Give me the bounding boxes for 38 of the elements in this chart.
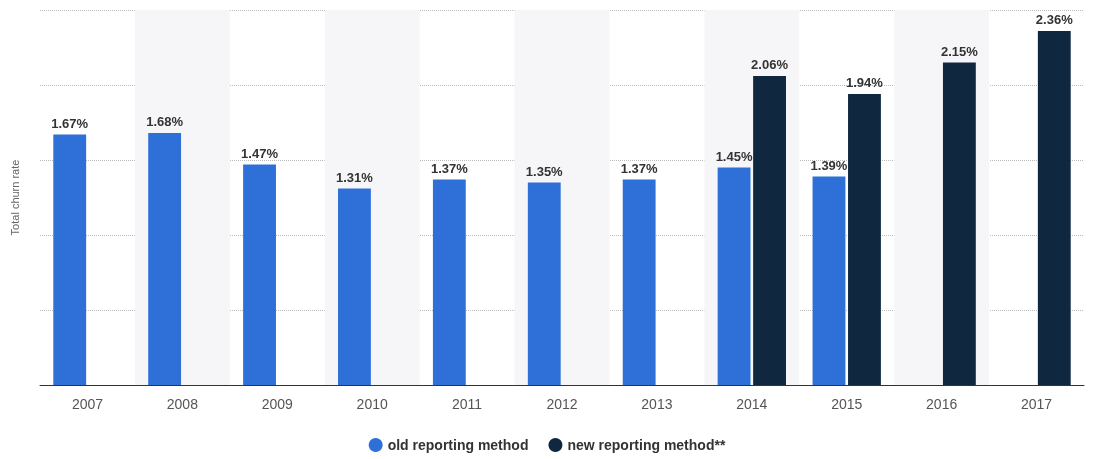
- data-label: 1.37%: [620, 160, 659, 176]
- data-label: 1.94%: [846, 75, 884, 90]
- data-label: 1.31%: [336, 169, 374, 185]
- bar: [527, 182, 561, 385]
- data-label: 1.45%: [715, 148, 753, 164]
- y-axis-title: Total churn rate: [8, 159, 21, 236]
- bar: [53, 134, 87, 385]
- x-tick-label: 2008: [166, 396, 199, 412]
- legend-label: new reporting method**: [567, 437, 726, 453]
- data-label: 2.06%: [751, 57, 789, 72]
- data-label: 1.39%: [810, 157, 848, 173]
- bar: [1037, 31, 1071, 385]
- bar: [148, 133, 182, 385]
- x-tick-label: 2016: [926, 396, 958, 412]
- x-tick-label: 2011: [452, 396, 483, 412]
- data-label: 2.15%: [940, 43, 979, 59]
- data-label: 1.67%: [51, 115, 89, 131]
- x-tick-label: 2007: [71, 396, 104, 412]
- bar: [622, 179, 656, 385]
- bar: [243, 164, 276, 385]
- bar: [338, 188, 371, 385]
- data-label: 1.68%: [146, 114, 184, 129]
- x-tick-label: 2015: [831, 396, 863, 412]
- x-tick-label: 2017: [1020, 396, 1053, 412]
- x-tick-label: 2012: [546, 396, 578, 412]
- data-label: 1.35%: [525, 163, 564, 179]
- x-tick-label: 2013: [641, 396, 673, 412]
- x-tick-label: 2010: [356, 396, 388, 412]
- bar: [432, 179, 466, 385]
- x-tick-label: 2014: [736, 396, 768, 412]
- data-label: 1.47%: [241, 145, 279, 161]
- bar: [812, 176, 846, 385]
- data-label: 1.37%: [430, 160, 469, 176]
- bar: [717, 167, 751, 385]
- bar: [848, 94, 881, 385]
- data-label: 2.36%: [1035, 12, 1074, 27]
- x-tick-label: 2009: [261, 396, 294, 412]
- legend-label: old reporting method: [387, 437, 529, 453]
